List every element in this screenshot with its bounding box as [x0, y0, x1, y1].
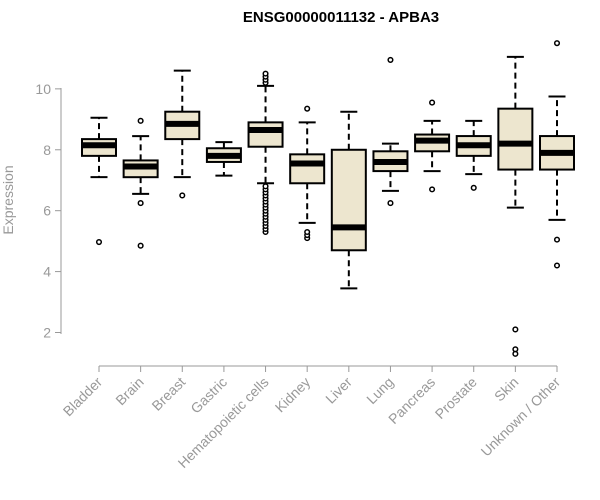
- outlier-point: [95, 239, 103, 246]
- outlier-point: [262, 70, 269, 77]
- box-hematopoietic-cells: [247, 70, 284, 236]
- box-unknown-other: [539, 40, 575, 269]
- y-ticks: 2 4 6 8 10: [35, 81, 61, 341]
- box-prostate: [455, 119, 492, 191]
- outlier-point: [262, 183, 269, 190]
- outlier-point: [304, 228, 311, 236]
- y-tick-label: 10: [35, 81, 51, 97]
- outlier-point: [553, 236, 561, 243]
- outlier-point: [512, 326, 519, 333]
- outlier-point: [387, 56, 394, 63]
- boxes-group: [81, 40, 575, 357]
- x-tick-label: Unknown / Other: [478, 374, 564, 460]
- chart-title: ENSG00000011132 - APBA3: [243, 9, 439, 26]
- y-tick-label: 4: [43, 264, 51, 280]
- box-skin: [497, 55, 534, 357]
- outlier-point: [137, 242, 144, 249]
- outlier-point: [137, 200, 144, 207]
- box-iqr: [330, 148, 367, 252]
- outlier-point: [429, 186, 436, 193]
- outlier-point: [512, 346, 519, 353]
- box-bladder: [81, 116, 117, 246]
- y-axis-label: Expression: [0, 165, 16, 234]
- box-gastric: [205, 141, 242, 177]
- outlier-point: [137, 117, 144, 124]
- box-iqr: [247, 121, 284, 148]
- box-breast: [164, 69, 201, 199]
- box-liver: [330, 110, 367, 290]
- x-tick-label: Brain: [112, 374, 146, 408]
- outlier-point: [470, 184, 477, 191]
- box-lung: [372, 56, 409, 207]
- y-tick-label: 2: [43, 325, 51, 341]
- y-tick-label: 6: [43, 203, 51, 219]
- outlier-point: [304, 105, 311, 112]
- box-iqr: [289, 153, 326, 185]
- box-iqr: [497, 107, 534, 171]
- box-pancreas: [414, 99, 451, 193]
- outlier-point: [553, 40, 561, 47]
- x-tick-label: Skin: [491, 374, 522, 405]
- x-tick-label: Kidney: [272, 374, 314, 416]
- outlier-point: [429, 99, 436, 106]
- outlier-point: [387, 200, 394, 207]
- outlier-point: [179, 192, 186, 199]
- outlier-point: [553, 262, 561, 269]
- x-tick-label: Bladder: [60, 374, 106, 420]
- y-tick-label: 8: [43, 142, 51, 158]
- x-tick-label: Prostate: [432, 374, 480, 422]
- x-tick-label: Breast: [148, 374, 188, 414]
- box-brain: [122, 117, 159, 249]
- x-tick-label: Liver: [322, 374, 355, 407]
- x-tick-label: Lung: [363, 374, 396, 407]
- box-kidney: [289, 105, 326, 242]
